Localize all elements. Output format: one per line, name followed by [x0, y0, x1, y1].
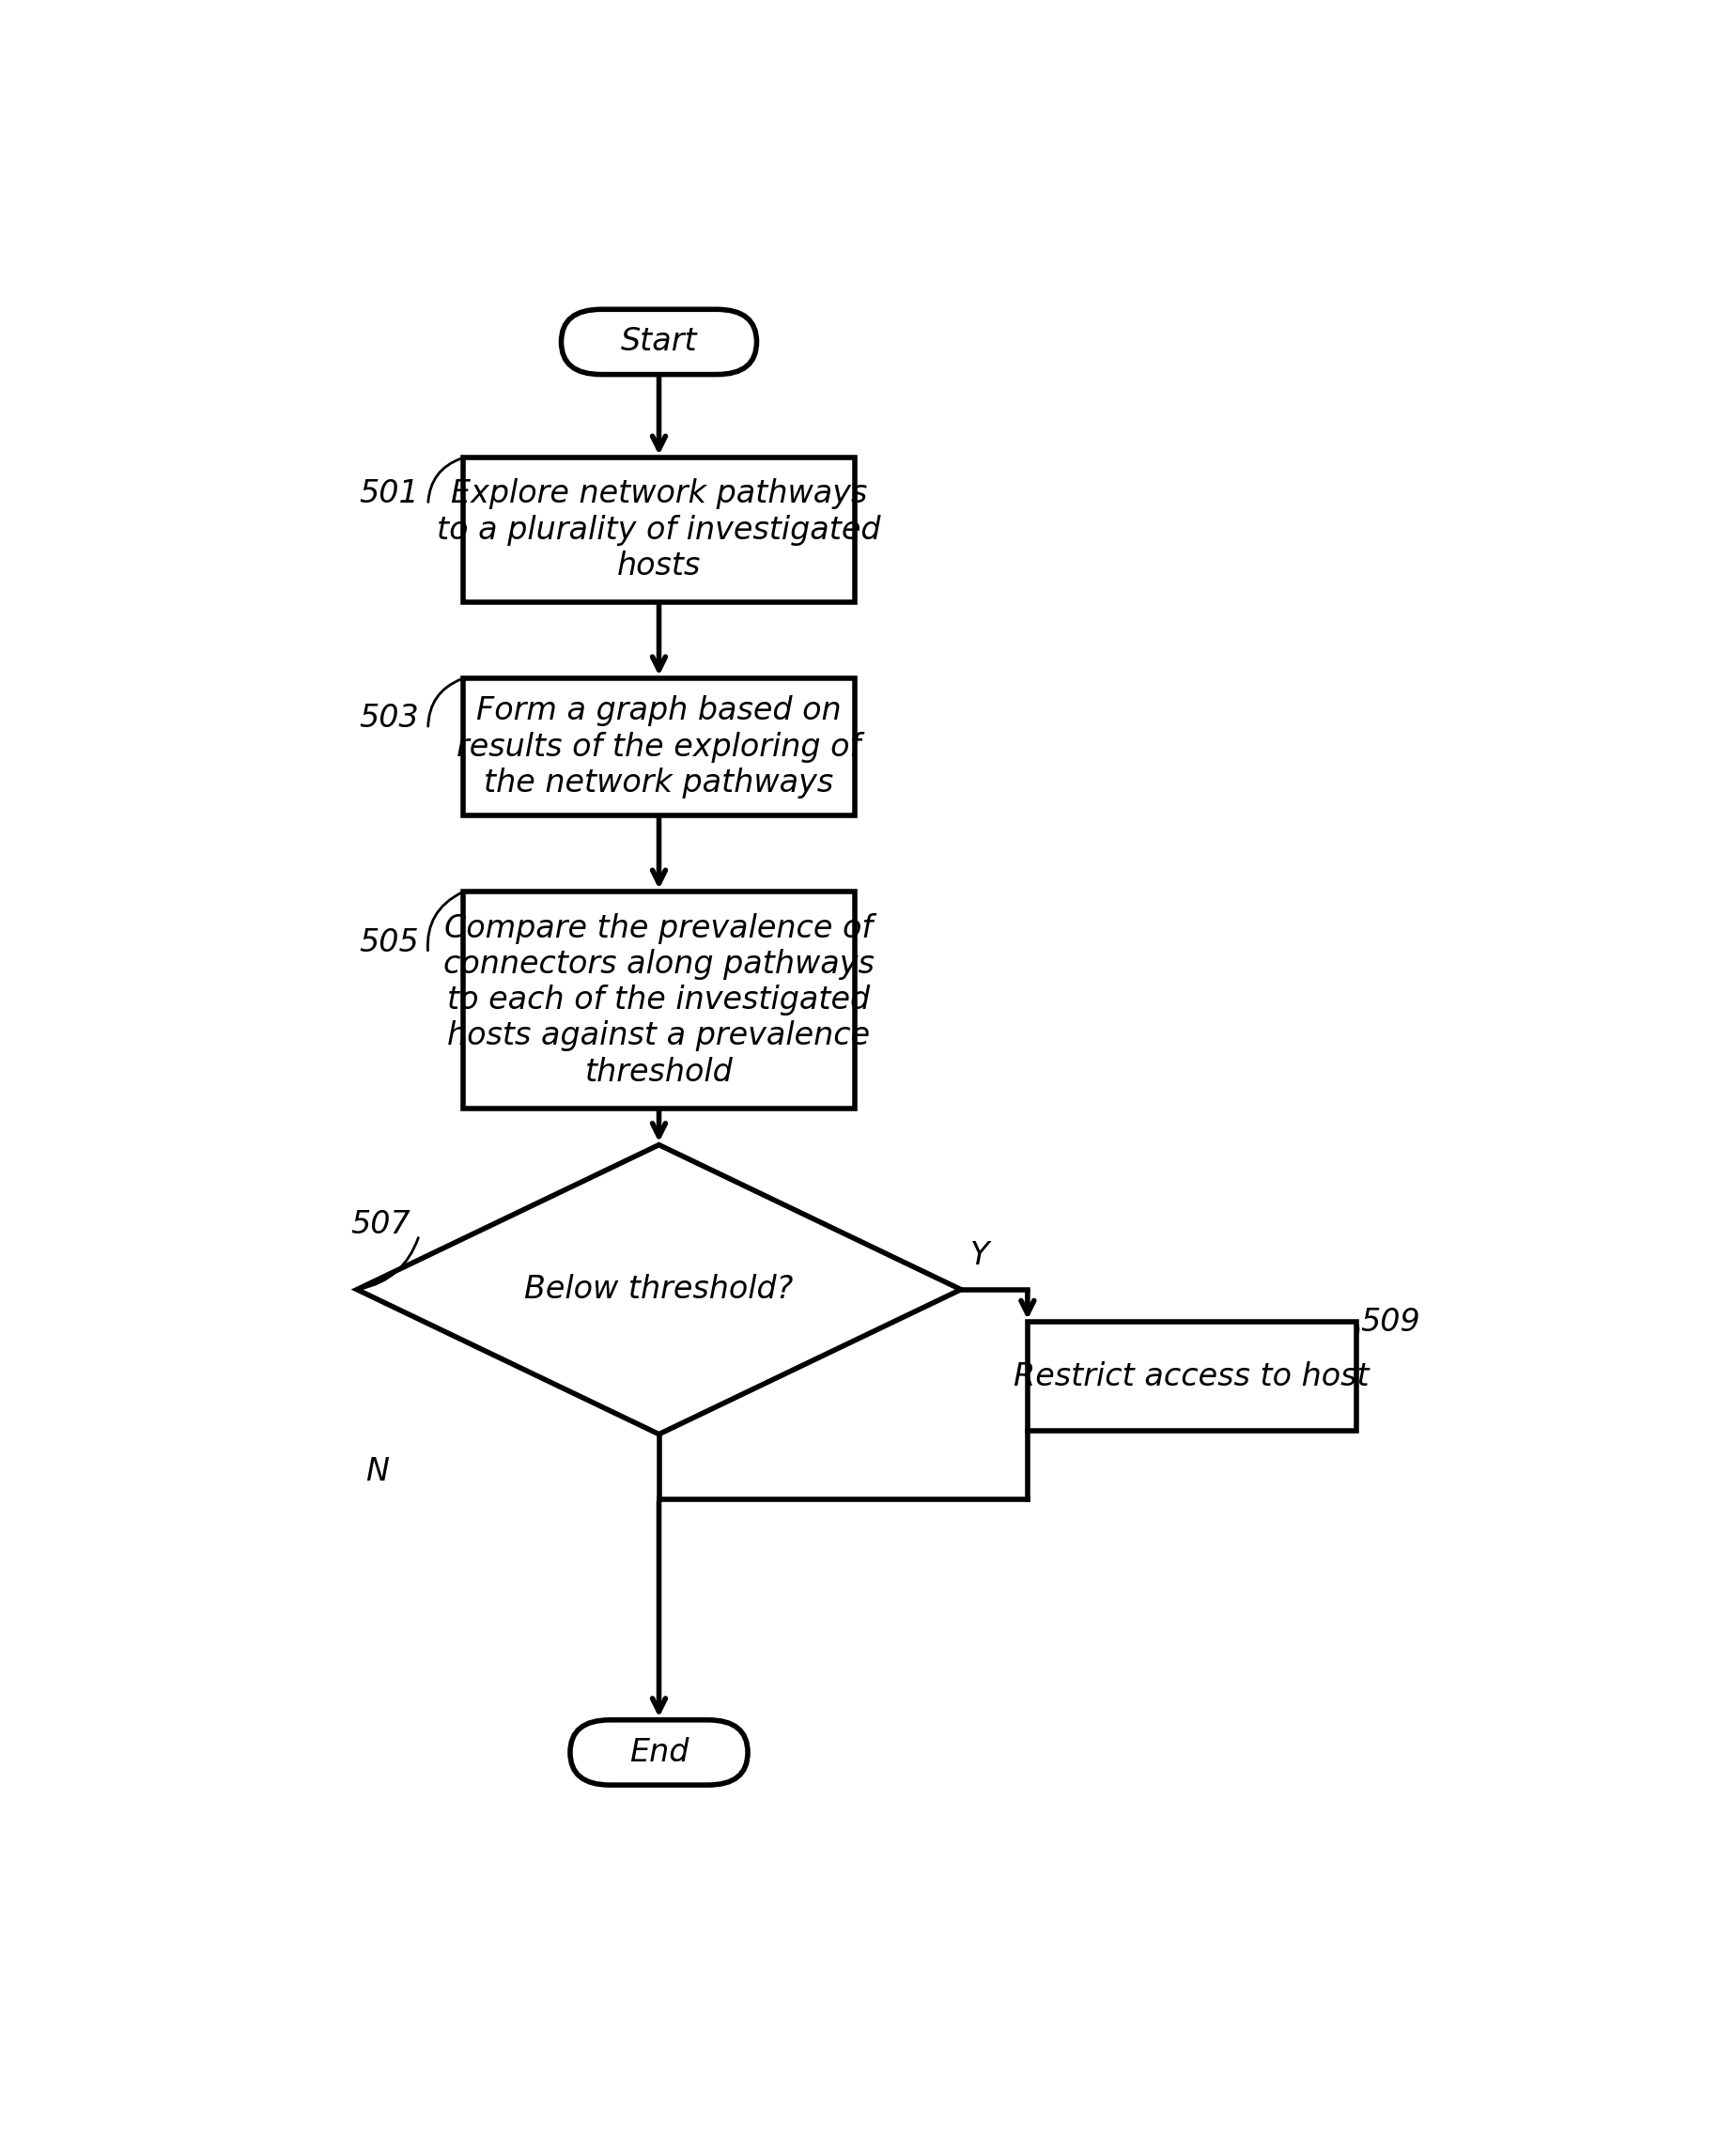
Text: 507: 507	[351, 1210, 411, 1240]
Text: End: End	[629, 1738, 689, 1768]
Text: Form a graph based on
results of the exploring of
the network pathways: Form a graph based on results of the exp…	[457, 696, 861, 798]
Text: N: N	[366, 1455, 388, 1488]
Text: Restrict access to host: Restrict access to host	[1014, 1360, 1370, 1393]
Text: Compare the prevalence of
connectors along pathways
to each of the investigated
: Compare the prevalence of connectors alo…	[444, 912, 875, 1087]
Text: Explore network pathways
to a plurality of investigated
hosts: Explore network pathways to a plurality …	[437, 479, 880, 582]
FancyBboxPatch shape	[560, 308, 756, 375]
Text: 505: 505	[359, 927, 419, 957]
FancyBboxPatch shape	[1028, 1322, 1356, 1432]
FancyBboxPatch shape	[464, 679, 854, 815]
Text: Below threshold?: Below threshold?	[524, 1274, 794, 1304]
Polygon shape	[358, 1145, 961, 1434]
Text: Start: Start	[621, 326, 698, 358]
Text: Y: Y	[970, 1240, 988, 1272]
FancyBboxPatch shape	[464, 457, 854, 602]
Text: 509: 509	[1361, 1307, 1420, 1337]
FancyBboxPatch shape	[571, 1720, 748, 1785]
Text: 503: 503	[359, 703, 419, 733]
Text: 501: 501	[359, 479, 419, 509]
FancyBboxPatch shape	[464, 893, 854, 1108]
